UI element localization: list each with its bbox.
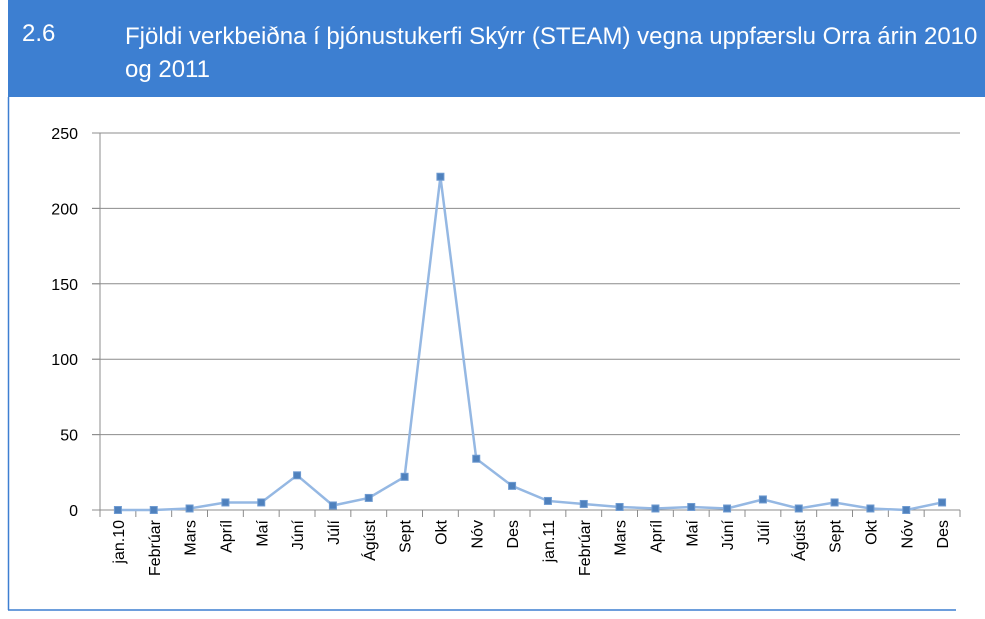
x-tick-label: Mars: [183, 520, 200, 556]
x-tick-label: Okt: [863, 519, 880, 544]
y-tick-label: 100: [51, 352, 78, 369]
data-marker: [364, 493, 373, 502]
data-line: [117, 176, 943, 512]
data-marker: [794, 504, 803, 513]
x-tick-label: Okt: [433, 519, 450, 544]
x-tick-label: Febrúar: [147, 519, 164, 576]
header: 2.6 Fjöldi verkbeiðna í þjónustukerfi Sk…: [8, 0, 985, 97]
x-tick-label: Ágúst: [360, 519, 379, 560]
x-tick-label: Maí: [684, 519, 701, 546]
x-tick-label: jan.10: [111, 520, 128, 565]
data-marker: [758, 495, 767, 504]
data-marker: [185, 504, 194, 513]
y-tick-label: 200: [51, 201, 78, 218]
x-tick-label: Des: [505, 520, 522, 548]
x-tick-label: Des: [935, 520, 952, 548]
data-marker: [723, 504, 732, 513]
data-marker: [149, 506, 158, 514]
y-tick-label: 150: [51, 277, 78, 294]
x-tick-label: Febrúar: [577, 519, 594, 576]
data-marker: [651, 504, 660, 513]
data-marker: [293, 471, 302, 480]
data-marker: [113, 506, 122, 514]
data-marker: [328, 501, 337, 510]
y-tick-label: 0: [69, 503, 78, 520]
x-tick-label: Apríl: [218, 520, 235, 553]
data-marker: [221, 498, 230, 507]
y-tick-label: 50: [60, 428, 78, 445]
x-tick-label: Nóv: [899, 520, 916, 548]
data-marker: [615, 502, 624, 511]
x-tick-label: Júní: [720, 519, 737, 550]
x-tick-label: Maí: [254, 519, 271, 546]
x-tick-label: Júlí: [756, 519, 773, 544]
data-marker: [938, 498, 947, 507]
data-marker: [902, 506, 911, 514]
x-tick-label: Júlí: [326, 519, 343, 544]
x-tick-label: Mars: [613, 520, 630, 556]
section-number: 2.6: [22, 20, 56, 47]
data-marker: [830, 498, 839, 507]
data-marker: [508, 481, 517, 490]
data-marker: [472, 454, 481, 463]
x-tick-label: Apríl: [648, 520, 665, 553]
chart-title: Fjöldi verkbeiðna í þjónustukerfi Skýrr …: [125, 23, 978, 83]
data-marker: [257, 498, 266, 507]
x-tick-label: Sept: [398, 519, 415, 552]
x-tick-label: Nóv: [469, 520, 486, 548]
x-tick-label: Júní: [290, 519, 307, 550]
data-marker: [687, 502, 696, 511]
x-tick-label: jan.11: [541, 520, 558, 564]
x-tick-label: Sept: [828, 519, 845, 552]
y-tick-label: 250: [51, 126, 78, 143]
data-marker: [579, 499, 588, 508]
data-marker: [866, 504, 875, 513]
data-marker: [436, 172, 445, 181]
data-marker: [543, 496, 552, 505]
x-tick-label: Ágúst: [790, 519, 809, 560]
data-marker: [400, 472, 409, 481]
